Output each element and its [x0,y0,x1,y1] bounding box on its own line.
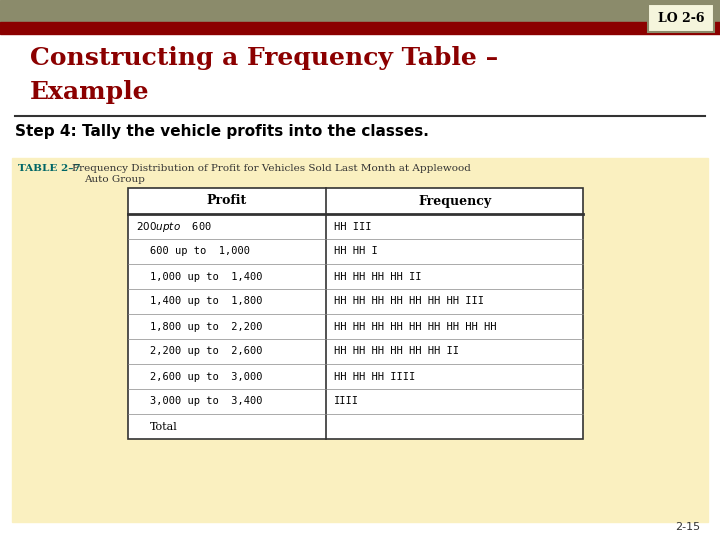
Text: 3,000 up to  3,400: 3,000 up to 3,400 [150,396,263,407]
Text: 2-15: 2-15 [675,522,700,532]
Text: 1,400 up to  1,800: 1,400 up to 1,800 [150,296,263,307]
Text: Total: Total [150,422,178,431]
Bar [0,22,720,34]
Text: HH HH HH HH HH HH HH HH HH: HH HH HH HH HH HH HH HH HH [334,321,497,332]
Text: HH HH HH HH II: HH HH HH HH II [334,272,421,281]
Text: HH HH I: HH HH I [334,246,378,256]
Text: $  200 up to $  600: $ 200 up to $ 600 [136,219,212,233]
Text: HH III: HH III [334,221,372,232]
Text: 1,000 up to  1,400: 1,000 up to 1,400 [150,272,263,281]
Text: Profit: Profit [207,194,247,207]
Text: 600 up to  1,000: 600 up to 1,000 [150,246,250,256]
Text: Constructing a Frequency Table –: Constructing a Frequency Table – [30,46,498,70]
Text: IIII: IIII [334,396,359,407]
Text: HH HH HH HH HH HH HH III: HH HH HH HH HH HH HH III [334,296,484,307]
Text: 2,600 up to  3,000: 2,600 up to 3,000 [150,372,263,381]
Text: HH HH HH IIII: HH HH HH IIII [334,372,415,381]
Text: TABLE 2–7: TABLE 2–7 [18,164,81,173]
Text: LO 2-6: LO 2-6 [658,11,704,24]
Text: Step 4: Tally the vehicle profits into the classes.: Step 4: Tally the vehicle profits into t… [15,124,429,139]
Text: Example: Example [30,80,150,104]
Bar [12,158,708,522]
Bar [648,4,714,32]
Text: Frequency Distribution of Profit for Vehicles Sold Last Month at Applewood: Frequency Distribution of Profit for Veh… [72,164,471,173]
Bar [128,188,583,439]
Text: Frequency: Frequency [418,194,491,207]
Text: HH HH HH HH HH HH II: HH HH HH HH HH HH II [334,347,459,356]
Text: Auto Group: Auto Group [84,175,145,184]
Text: 1,800 up to  2,200: 1,800 up to 2,200 [150,321,263,332]
Text: 2,200 up to  2,600: 2,200 up to 2,600 [150,347,263,356]
Bar [0,0,720,22]
